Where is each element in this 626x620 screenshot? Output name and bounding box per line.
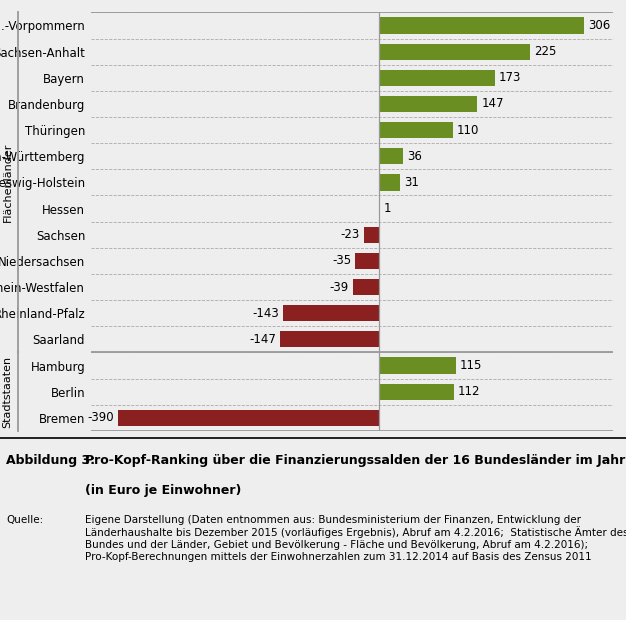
Bar [379,17,584,33]
Text: (in Euro je Einwohner): (in Euro je Einwohner) [85,484,241,497]
Text: Pro-Kopf-Ranking über die Finanzierungssalden der 16 Bundesländer im Jahr 2015: Pro-Kopf-Ranking über die Finanzierungss… [85,454,626,467]
Text: 36: 36 [407,150,422,163]
Bar [379,174,400,190]
Text: -147: -147 [250,333,277,346]
Text: 147: 147 [481,97,504,110]
Bar [364,227,379,243]
Bar [353,279,379,295]
Text: Flächenländer: Flächenländer [3,143,13,222]
Text: Abbildung 3:: Abbildung 3: [6,454,95,467]
Bar [283,305,379,321]
Bar [379,384,454,400]
Text: -39: -39 [329,280,349,293]
Text: 115: 115 [460,359,483,372]
Text: -35: -35 [332,254,351,267]
Text: Eigene Darstellung (Daten entnommen aus: Bundesministerium der Finanzen, Entwick: Eigene Darstellung (Daten entnommen aus:… [85,515,626,562]
Bar [280,331,379,347]
Bar [356,253,379,269]
Bar [118,410,379,426]
Bar [379,96,478,112]
Text: -390: -390 [87,411,113,424]
Text: 173: 173 [499,71,521,84]
Bar [379,43,530,60]
Text: 225: 225 [534,45,556,58]
Text: -143: -143 [252,307,279,320]
Text: Stadtstaaten: Stadtstaaten [3,356,13,428]
Text: 306: 306 [588,19,610,32]
Text: 1: 1 [384,202,391,215]
Text: -23: -23 [341,228,359,241]
Text: Quelle:: Quelle: [6,515,44,525]
Bar [379,122,453,138]
Text: 112: 112 [458,385,481,398]
Bar [379,148,403,164]
Text: 31: 31 [404,176,419,189]
Bar [379,69,495,86]
Text: 110: 110 [457,123,479,136]
Bar [379,357,456,374]
